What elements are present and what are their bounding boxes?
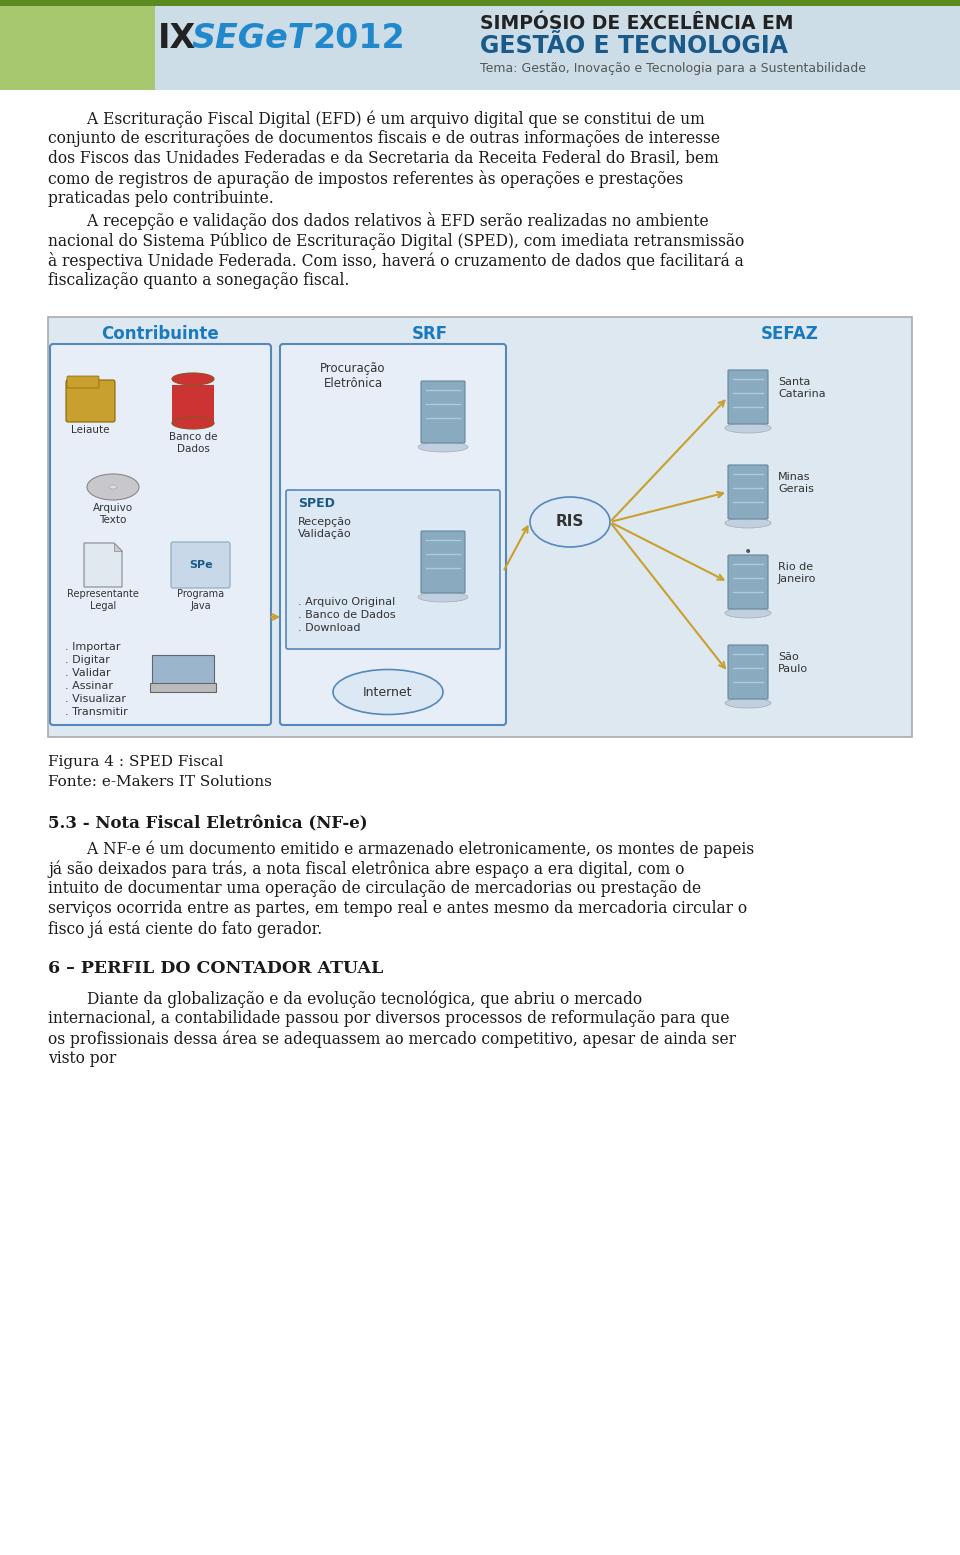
Text: intuito de documentar uma operação de circulação de mercadorias ou prestação de: intuito de documentar uma operação de ci… [48, 880, 701, 897]
Text: Programa
Java: Programa Java [178, 589, 225, 611]
Text: RIS: RIS [556, 515, 585, 530]
Text: •
•
•: • • • [744, 544, 752, 599]
Text: Fonte: e-Makers IT Solutions: Fonte: e-Makers IT Solutions [48, 774, 272, 788]
Text: fiscalização quanto a sonegação fiscal.: fiscalização quanto a sonegação fiscal. [48, 272, 349, 289]
Text: como de registros de apuração de impostos referentes às operações e prestações: como de registros de apuração de imposto… [48, 169, 684, 188]
Text: SRF: SRF [412, 325, 448, 344]
Text: A Escrituração Fiscal Digital (EFD) é um arquivo digital que se constitui de um: A Escrituração Fiscal Digital (EFD) é um… [48, 110, 705, 128]
Text: 6 – PERFIL DO CONTADOR ATUAL: 6 – PERFIL DO CONTADOR ATUAL [48, 959, 383, 977]
Polygon shape [114, 543, 122, 550]
FancyBboxPatch shape [421, 530, 465, 592]
Text: serviços ocorrida entre as partes, em tempo real e antes mesmo da mercadoria cir: serviços ocorrida entre as partes, em te… [48, 900, 747, 917]
Ellipse shape [87, 474, 139, 501]
Ellipse shape [530, 498, 610, 547]
Text: praticadas pelo contribuinte.: praticadas pelo contribuinte. [48, 190, 274, 207]
Text: . Download: . Download [298, 624, 361, 633]
Text: SPED: SPED [298, 498, 335, 510]
Text: Diante da globalização e da evolução tecnológica, que abriu o mercado: Diante da globalização e da evolução tec… [48, 991, 642, 1008]
Text: . Digitar: . Digitar [65, 655, 109, 666]
Text: Procuração
Eletrônica: Procuração Eletrônica [321, 362, 386, 390]
Text: conjunto de escriturações de documentos fiscais e de outras informações de inter: conjunto de escriturações de documentos … [48, 131, 720, 148]
Text: Recepção
Validação: Recepção Validação [298, 516, 352, 538]
Text: SEFAZ: SEFAZ [761, 325, 819, 344]
Text: . Banco de Dados: . Banco de Dados [298, 610, 396, 620]
FancyBboxPatch shape [152, 655, 214, 684]
Ellipse shape [418, 592, 468, 602]
FancyBboxPatch shape [0, 0, 155, 90]
Text: . Arquivo Original: . Arquivo Original [298, 597, 396, 606]
FancyBboxPatch shape [172, 386, 214, 423]
FancyBboxPatch shape [66, 379, 115, 421]
Text: Banco de
Dados: Banco de Dados [169, 432, 217, 454]
FancyBboxPatch shape [0, 0, 960, 90]
Ellipse shape [333, 670, 443, 714]
Ellipse shape [109, 485, 117, 488]
FancyBboxPatch shape [0, 0, 960, 6]
Text: Representante
Legal: Representante Legal [67, 589, 139, 611]
Text: A recepção e validação dos dados relativos à EFD serão realizadas no ambiente: A recepção e validação dos dados relativ… [48, 211, 708, 230]
Text: SEGeT: SEGeT [192, 22, 311, 54]
Ellipse shape [725, 698, 771, 708]
FancyBboxPatch shape [67, 376, 99, 389]
FancyBboxPatch shape [728, 370, 768, 425]
FancyBboxPatch shape [48, 317, 912, 737]
Text: Leiaute: Leiaute [71, 425, 109, 435]
Text: Arquivo
Texto: Arquivo Texto [93, 502, 133, 524]
Text: SPe: SPe [189, 560, 213, 571]
FancyBboxPatch shape [280, 344, 506, 725]
FancyBboxPatch shape [50, 344, 271, 725]
Text: São
Paulo: São Paulo [778, 652, 808, 673]
Text: à respectiva Unidade Federada. Com isso, haverá o cruzamento de dados que facili: à respectiva Unidade Federada. Com isso,… [48, 252, 744, 271]
Text: Figura 4 : SPED Fiscal: Figura 4 : SPED Fiscal [48, 756, 224, 770]
Text: SIMPÓSIO DE EXCELÊNCIA EM: SIMPÓSIO DE EXCELÊNCIA EM [480, 14, 794, 33]
Text: . Assinar: . Assinar [65, 681, 113, 690]
Text: . Validar: . Validar [65, 669, 110, 678]
Text: 5.3 - Nota Fiscal Eletrônica (NF-e): 5.3 - Nota Fiscal Eletrônica (NF-e) [48, 815, 368, 832]
Text: A NF-e é um documento emitido e armazenado eletronicamente, os montes de papeis: A NF-e é um documento emitido e armazena… [48, 840, 755, 857]
Text: nacional do Sistema Público de Escrituração Digital (SPED), com imediata retrans: nacional do Sistema Público de Escritura… [48, 232, 744, 249]
Text: Tema: Gestão, Inovação e Tecnologia para a Sustentabilidade: Tema: Gestão, Inovação e Tecnologia para… [480, 62, 866, 75]
Text: Contribuinte: Contribuinte [101, 325, 219, 344]
Text: internacional, a contabilidade passou por diversos processos de reformulação par: internacional, a contabilidade passou po… [48, 1011, 730, 1026]
Text: visto por: visto por [48, 1050, 116, 1067]
Text: 2012: 2012 [312, 22, 404, 54]
Ellipse shape [725, 518, 771, 529]
Text: GESTÃO E TECNOLOGIA: GESTÃO E TECNOLOGIA [480, 34, 788, 58]
FancyBboxPatch shape [171, 543, 230, 588]
Text: os profissionais dessa área se adequassem ao mercado competitivo, apesar de aind: os profissionais dessa área se adequasse… [48, 1029, 736, 1048]
Text: Internet: Internet [363, 686, 413, 698]
FancyBboxPatch shape [150, 683, 216, 692]
Text: . Visualizar: . Visualizar [65, 694, 126, 704]
Text: Santa
Catarina: Santa Catarina [778, 376, 826, 398]
FancyBboxPatch shape [421, 381, 465, 443]
Text: dos Fiscos das Unidades Federadas e da Secretaria da Receita Federal do Brasil, : dos Fiscos das Unidades Federadas e da S… [48, 149, 719, 166]
Ellipse shape [172, 417, 214, 429]
FancyBboxPatch shape [728, 645, 768, 700]
Ellipse shape [725, 423, 771, 432]
FancyBboxPatch shape [728, 465, 768, 519]
Ellipse shape [172, 373, 214, 386]
FancyBboxPatch shape [286, 490, 500, 648]
Ellipse shape [418, 442, 468, 453]
Polygon shape [84, 543, 122, 586]
Text: . Importar: . Importar [65, 642, 121, 652]
Text: Rio de
Janeiro: Rio de Janeiro [778, 561, 816, 583]
Ellipse shape [725, 608, 771, 617]
Text: . Transmitir: . Transmitir [65, 708, 128, 717]
Text: já são deixados para trás, a nota fiscal eletrônica abre espaço a era digital, c: já são deixados para trás, a nota fiscal… [48, 860, 684, 877]
Text: fisco já está ciente do fato gerador.: fisco já está ciente do fato gerador. [48, 921, 323, 938]
Text: IX: IX [158, 22, 196, 54]
Text: Minas
Gerais: Minas Gerais [778, 473, 814, 493]
FancyBboxPatch shape [728, 555, 768, 610]
